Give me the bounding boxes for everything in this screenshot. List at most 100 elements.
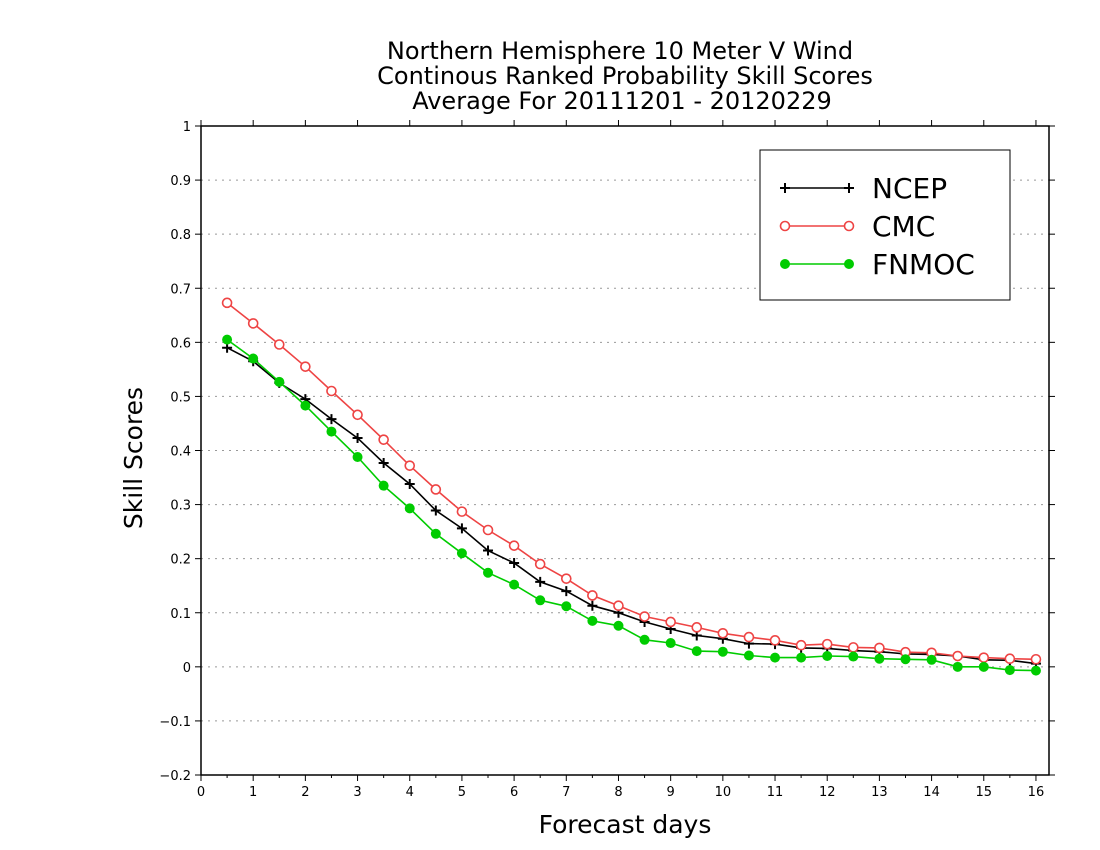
fnmoc-point [483, 567, 494, 578]
fnmoc-point [978, 661, 989, 672]
fnmoc-point [796, 652, 807, 663]
fnmoc-point [326, 426, 337, 437]
ncep-line [226, 346, 1037, 665]
fnmoc-point [352, 451, 363, 462]
fnmoc-point [456, 548, 467, 559]
ncep-point [430, 505, 441, 516]
y-tick-label: 1 [183, 120, 191, 135]
fnmoc-line [226, 338, 1037, 672]
cmc-point [482, 524, 494, 536]
x-tick-label: 8 [614, 785, 622, 800]
cmc-point [691, 622, 703, 633]
y-tick-label: 0.5 [170, 390, 191, 405]
y-tick-label: 0.1 [170, 607, 191, 622]
cmc-point [404, 460, 416, 471]
cmc-point [587, 590, 598, 601]
series-fnmoc [222, 334, 1041, 676]
fnmoc-point [900, 654, 911, 665]
fnmoc-point [561, 601, 572, 612]
cmc-point [326, 385, 337, 397]
fnmoc-point [248, 353, 259, 364]
x-axis-label: Forecast days [539, 810, 712, 839]
cmc-point [247, 318, 259, 329]
ncep-point [587, 600, 598, 611]
x-tick-label: 1 [249, 785, 257, 800]
ncep-point [535, 576, 546, 587]
x-tick-label: 7 [562, 785, 570, 800]
cmc-point [978, 652, 990, 663]
cmc-point [300, 361, 311, 372]
title-line-3: Average For 20111201 - 20120229 [412, 87, 832, 115]
cmc-point [717, 628, 729, 639]
cmc-point [1030, 653, 1042, 665]
cmc-point [560, 573, 572, 584]
fnmoc-point [1004, 665, 1015, 676]
y-tick-label: 0.3 [170, 499, 191, 514]
fnmoc-point [509, 579, 520, 590]
fnmoc-point [665, 638, 676, 649]
y-tick-label: 0.9 [170, 174, 191, 189]
fnmoc-point [848, 651, 859, 662]
cmc-point [743, 631, 755, 643]
cmc-line [226, 302, 1037, 661]
fnmoc-point [691, 646, 702, 657]
fnmoc-point [613, 620, 624, 631]
title-line-2: Continous Ranked Probability Skill Score… [377, 62, 873, 90]
legend-label-fnmoc: FNMOC [872, 248, 975, 281]
cmc-point [848, 642, 859, 653]
y-tick-label: 0.7 [170, 282, 191, 297]
y-tick-label: 0.8 [170, 228, 191, 243]
legend: NCEP CMC FNMOC [759, 149, 1011, 301]
cmc-point [769, 635, 781, 646]
cmc-point [795, 639, 807, 651]
cmc-point [534, 558, 546, 570]
cmc-point [221, 297, 233, 309]
x-tick-label: 10 [715, 785, 732, 800]
x-tick-label: 13 [871, 785, 888, 800]
x-tick-label: 6 [510, 785, 518, 800]
fnmoc-point [874, 653, 885, 664]
fnmoc-point [378, 480, 389, 491]
fnmoc-point [822, 651, 833, 662]
cmc-point [613, 600, 624, 612]
cmc-point [1004, 653, 1016, 665]
fnmoc-point [926, 654, 937, 665]
ncep-point [404, 479, 415, 490]
fnmoc-point [587, 615, 598, 626]
fnmoc-point [430, 528, 441, 539]
x-tick-label: 14 [923, 785, 940, 800]
ncep-point [378, 457, 389, 468]
cmc-point [378, 434, 389, 445]
cmc-point [639, 611, 650, 622]
legend-marker-ncep [780, 183, 790, 193]
y-axis-label: Skill Scores [119, 387, 148, 529]
ncep-point [483, 545, 494, 556]
x-tick-label: 2 [301, 785, 309, 800]
legend-marker-fnmoc [844, 259, 854, 269]
fnmoc-point [1030, 665, 1041, 676]
y-tick-label: 0.4 [170, 445, 191, 460]
cmc-point [456, 506, 468, 517]
legend-item-fnmoc: FNMOC [780, 248, 975, 281]
fnmoc-point [274, 376, 285, 387]
cmc-point [952, 650, 963, 662]
x-tick-label: 4 [406, 785, 414, 800]
cmc-point [821, 638, 833, 650]
cmc-point [874, 642, 885, 654]
x-tick-label: 15 [975, 785, 992, 800]
fnmoc-point [770, 652, 781, 663]
series-ncep [222, 342, 1041, 669]
y-tick-label: 0 [183, 661, 191, 676]
legend-label-ncep: NCEP [872, 172, 947, 205]
y-tick-label: 0.2 [170, 553, 191, 568]
ncep-point [561, 586, 572, 597]
fnmoc-point [300, 400, 311, 411]
y-tick-label: 0.6 [170, 336, 191, 351]
fnmoc-point [404, 503, 415, 514]
ncep-point [456, 523, 467, 534]
cmc-point [665, 616, 676, 628]
x-tick-label: 11 [767, 785, 784, 800]
y-tick-label: −0.2 [159, 769, 191, 784]
fnmoc-point [717, 646, 728, 657]
legend-marker-fnmoc [780, 259, 790, 269]
